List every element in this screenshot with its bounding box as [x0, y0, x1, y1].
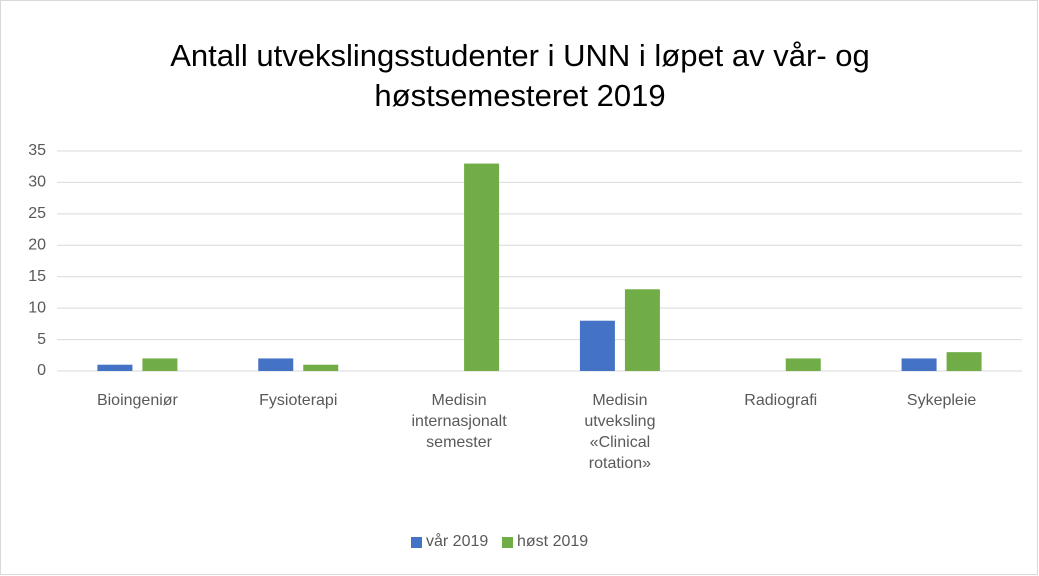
- legend-label: vår 2019: [426, 533, 489, 550]
- y-tick-label: 0: [37, 362, 46, 379]
- y-tick-label: 5: [37, 331, 46, 348]
- bar: [142, 358, 178, 371]
- bar: [901, 358, 937, 371]
- bar: [624, 289, 660, 371]
- bar: [785, 358, 821, 371]
- legend-swatch: [502, 537, 513, 548]
- bar: [946, 352, 982, 371]
- chart-title: Antall utvekslingsstudenter i UNN i løpe…: [170, 38, 870, 113]
- x-tick-label: Fysioterapi: [259, 392, 338, 409]
- bar: [303, 364, 339, 371]
- x-tick-label: Medisin internasjonalt semester: [411, 392, 507, 451]
- x-tick-label: Medisin utveksling «Clinical rotation»: [584, 392, 656, 472]
- x-tick-label: Sykepleie: [906, 392, 977, 409]
- x-tick-label: Bioingeniør: [96, 392, 178, 409]
- y-tick-label: 25: [28, 205, 46, 222]
- bar: [579, 320, 615, 371]
- legend-swatch: [411, 537, 422, 548]
- bar: [97, 364, 133, 371]
- y-tick-label: 15: [28, 268, 46, 285]
- y-tick-label: 30: [28, 174, 46, 191]
- y-tick-label: 10: [28, 299, 46, 316]
- y-tick-label: 20: [28, 237, 46, 254]
- y-tick-label: 35: [28, 142, 46, 159]
- legend-label: høst 2019: [517, 533, 589, 550]
- bar: [464, 163, 500, 371]
- x-tick-label: Radiografi: [744, 392, 818, 409]
- bar: [258, 358, 294, 371]
